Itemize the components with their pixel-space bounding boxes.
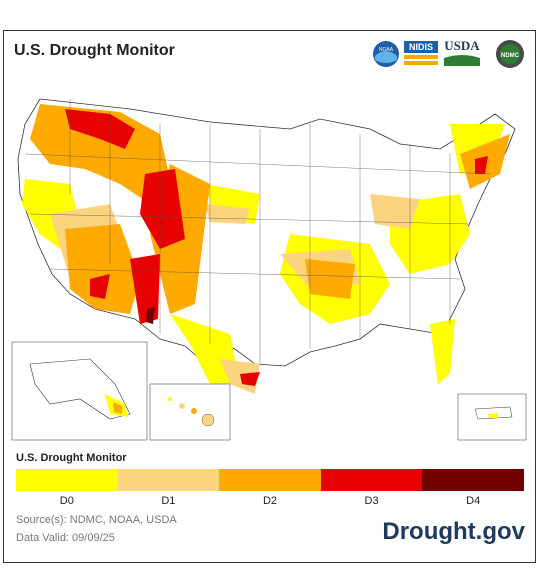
legend-swatch-d2	[219, 469, 321, 491]
drought-gov-brand: Drought.gov	[382, 518, 525, 545]
legend-label-d0: D0	[59, 495, 74, 507]
noaa-logo-text: NOAA	[379, 47, 394, 53]
state-boundaries	[24, 99, 491, 364]
legend-swatches	[16, 469, 524, 491]
noaa-logo: NOAA	[373, 41, 399, 67]
legend-label-d3: D3	[364, 495, 379, 507]
legend-labels: D0 D1 D2 D3 D4	[16, 495, 524, 507]
legend-swatch-d0	[16, 469, 118, 491]
drought-map	[11, 98, 527, 441]
usda-logo-text: USDA	[444, 38, 480, 53]
nidis-logo: NIDIS	[404, 41, 438, 65]
legend-swatch-d4	[422, 469, 524, 491]
usda-logo: USDA	[444, 38, 480, 66]
puerto-rico-inset	[457, 393, 527, 441]
d4-regions	[146, 307, 155, 324]
legend-swatch-d3	[320, 469, 423, 491]
legend-label-d4: D4	[466, 495, 481, 507]
nidis-logo-text: NIDIS	[409, 42, 433, 52]
ndmc-logo-text: NDMC	[501, 53, 520, 59]
ndmc-logo: NDMC	[496, 40, 524, 68]
data-valid-text: Data Valid: 09/09/25	[16, 532, 115, 544]
map-title: U.S. Drought Monitor	[14, 42, 175, 59]
partner-logos: NOAA NIDIS USDA NDMC	[373, 38, 524, 68]
hawaii-inset	[149, 383, 231, 441]
legend-title: U.S. Drought Monitor	[16, 452, 127, 464]
legend-label-d2: D2	[262, 495, 278, 507]
alaska-inset	[11, 341, 148, 441]
d3-regions	[65, 109, 488, 386]
legend-label-d1: D1	[161, 495, 176, 507]
source-text: Source(s): NDMC, NOAA, USDA	[16, 514, 177, 526]
legend-swatch-d1	[117, 469, 220, 491]
